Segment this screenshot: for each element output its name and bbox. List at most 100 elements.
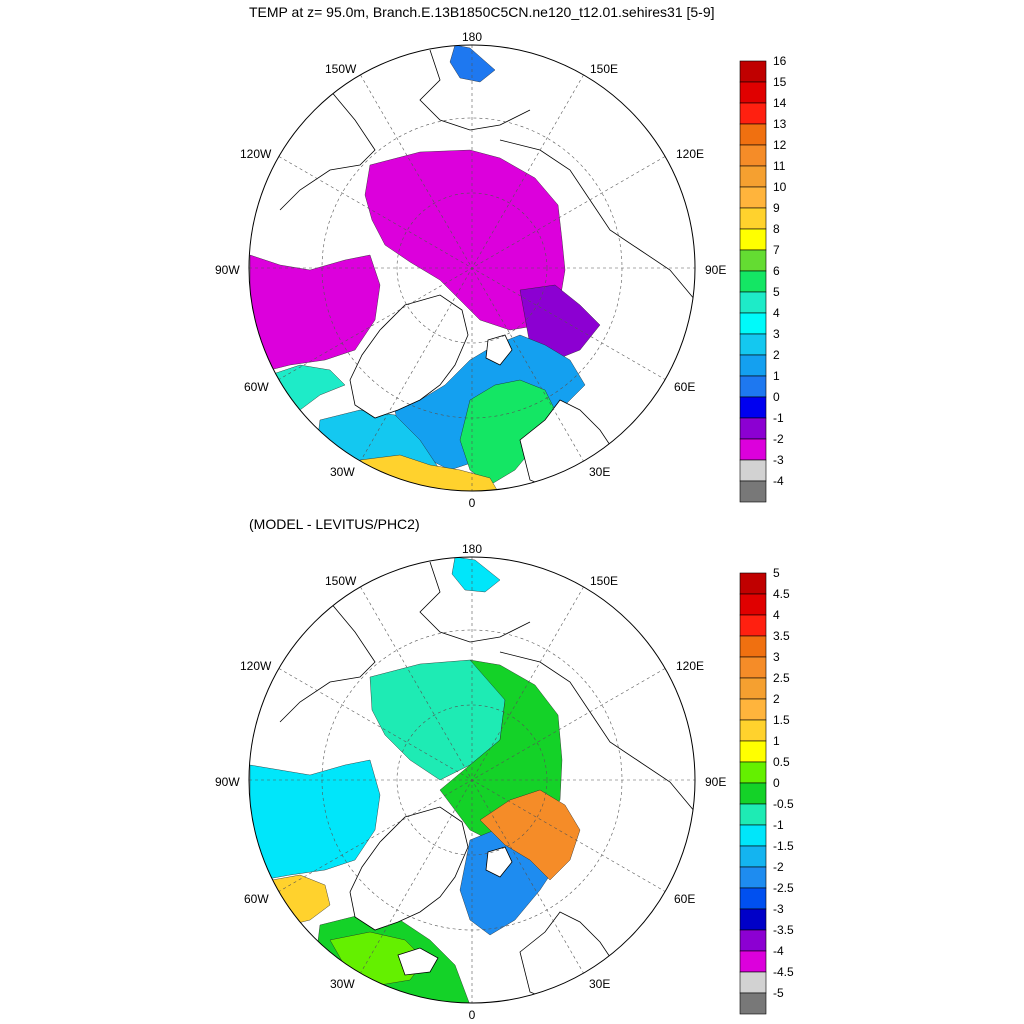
top-colorbar-swatch	[739, 459, 767, 482]
bottom-colorbar-label: 2.5	[773, 671, 790, 685]
bottom-colorbar-label: -3	[773, 902, 784, 916]
bottom-colorbar-label: -2.5	[773, 881, 794, 895]
top-lon-label: 180	[462, 30, 482, 44]
top-colorbar-swatch	[739, 291, 767, 314]
top-colorbar-label: -3	[773, 453, 784, 467]
bottom-lon-label: 150E	[590, 574, 618, 588]
bottom-alaska-coast	[279, 601, 376, 723]
top-alaska-coast	[279, 89, 376, 211]
top-colorbar-swatch	[739, 375, 767, 398]
bottom-colorbar-swatch	[739, 719, 767, 742]
top-colorbar-label: 13	[773, 117, 787, 131]
top-colorbar-swatch	[739, 207, 767, 230]
bottom-colorbar-swatch	[739, 908, 767, 931]
top-lon-label: 90E	[705, 263, 726, 277]
bottom-lon-label: 0	[469, 1008, 476, 1022]
top-lon-label: 0	[469, 496, 476, 510]
top-colorbar-label: -2	[773, 432, 784, 446]
bottom-colorbar-swatch	[739, 929, 767, 952]
bottom-colorbar-label: 3.5	[773, 629, 790, 643]
bottom-region-atlantic-warm	[479, 789, 581, 881]
top-colorbar-swatch	[739, 354, 767, 377]
top-svalbard	[485, 334, 513, 366]
bottom-lon-label: 120W	[240, 659, 272, 673]
bottom-colorbar-label: -3.5	[773, 923, 794, 937]
top-colorbar-label: 15	[773, 75, 787, 89]
bottom-colorbar: 5 4.5 4 3.5 3 2.5 2 1.5 1 0.5 0 -0.5 -1 -1.5 -2 -2.5 -3 -…	[739, 566, 794, 1015]
bottom-lon-label: 60W	[244, 892, 269, 906]
top-colorbar-swatch	[739, 438, 767, 461]
top-lon-label: 30W	[330, 465, 355, 479]
bottom-colorbar-label: -0.5	[773, 797, 794, 811]
top-colorbar-swatch	[739, 102, 767, 125]
top-colorbar-label: 16	[773, 54, 787, 68]
bottom-siberia-coast	[499, 651, 695, 813]
bottom-lon-label: 30W	[330, 977, 355, 991]
bottom-lon-label: 90E	[705, 775, 726, 789]
bottom-colorbar-swatch	[739, 845, 767, 868]
bottom-lon-label: 150W	[325, 574, 357, 588]
bottom-colorbar-label: -4	[773, 944, 784, 958]
bottom-colorbar-label: 4.5	[773, 587, 790, 601]
top-colorbar-label: 7	[773, 243, 780, 257]
top-colorbar-swatch	[739, 60, 767, 83]
top-colorbar-label: 12	[773, 138, 787, 152]
bottom-colorbar-label: -5	[773, 986, 784, 1000]
top-siberia-coast	[499, 139, 695, 301]
top-colorbar-swatch	[739, 480, 767, 503]
bottom-colorbar-swatch	[739, 677, 767, 700]
bottom-colorbar-label: -2	[773, 860, 784, 874]
bottom-bering-coast	[419, 561, 531, 643]
bottom-colorbar-swatch	[739, 572, 767, 595]
top-colorbar-label: 14	[773, 96, 787, 110]
top-colorbar-label: 5	[773, 285, 780, 299]
bottom-lon-label: 180	[462, 542, 482, 556]
top-colorbar-swatch	[739, 417, 767, 440]
bottom-colorbar-swatch	[739, 887, 767, 910]
top-colorbar-label: 10	[773, 180, 787, 194]
top-colorbar-swatch	[739, 186, 767, 209]
bottom-colorbar-swatch	[739, 782, 767, 805]
bottom-colorbar-swatch	[739, 593, 767, 616]
top-colorbar-swatch	[739, 81, 767, 104]
top-colorbar-swatch	[739, 270, 767, 293]
top-lon-label: 120E	[676, 147, 704, 161]
top-lon-label: 150W	[325, 62, 357, 76]
bottom-colorbar-swatch	[739, 992, 767, 1015]
bottom-colorbar-label: 3	[773, 650, 780, 664]
top-lon-label: 60E	[674, 380, 695, 394]
bottom-map: 180 150E 120E 90E 60E 30E 0 30W 60W 90W …	[215, 542, 794, 1022]
top-colorbar-swatch	[739, 123, 767, 146]
top-colorbar-swatch	[739, 249, 767, 272]
bottom-colorbar-swatch	[739, 698, 767, 721]
bottom-colorbar-label: -1.5	[773, 839, 794, 853]
top-panel-title: TEMP at z= 95.0m, Branch.E.13B1850C5CN.n…	[249, 4, 715, 20]
top-colorbar-swatch	[739, 228, 767, 251]
bottom-colorbar-label: 4	[773, 608, 780, 622]
bottom-colorbar-swatch	[739, 950, 767, 973]
bottom-lon-label: 30E	[589, 977, 610, 991]
top-lon-label: 90W	[215, 263, 240, 277]
bottom-svalbard	[485, 846, 513, 878]
bottom-colorbar-label: 5	[773, 566, 780, 580]
top-colorbar-label: 4	[773, 306, 780, 320]
bottom-colorbar-swatch	[739, 656, 767, 679]
bottom-colorbar-swatch	[739, 803, 767, 826]
bottom-colorbar-swatch	[739, 866, 767, 889]
bottom-lon-label: 90W	[215, 775, 240, 789]
bottom-region-bering	[451, 557, 501, 593]
top-lon-label: 30E	[589, 465, 610, 479]
top-colorbar-swatch	[739, 312, 767, 335]
bottom-panel-title: (MODEL - LEVITUS/PHC2)	[249, 516, 420, 532]
bottom-colorbar-label: 0	[773, 776, 780, 790]
top-colorbar-label: -1	[773, 411, 784, 425]
bottom-lon-label: 120E	[676, 659, 704, 673]
top-colorbar-label: 9	[773, 201, 780, 215]
bottom-colorbar-label: 1.5	[773, 713, 790, 727]
top-colorbar-label: 8	[773, 222, 780, 236]
bottom-colorbar-label: 1	[773, 734, 780, 748]
top-colorbar-label: 11	[773, 159, 786, 173]
top-colorbar-swatch	[739, 165, 767, 188]
